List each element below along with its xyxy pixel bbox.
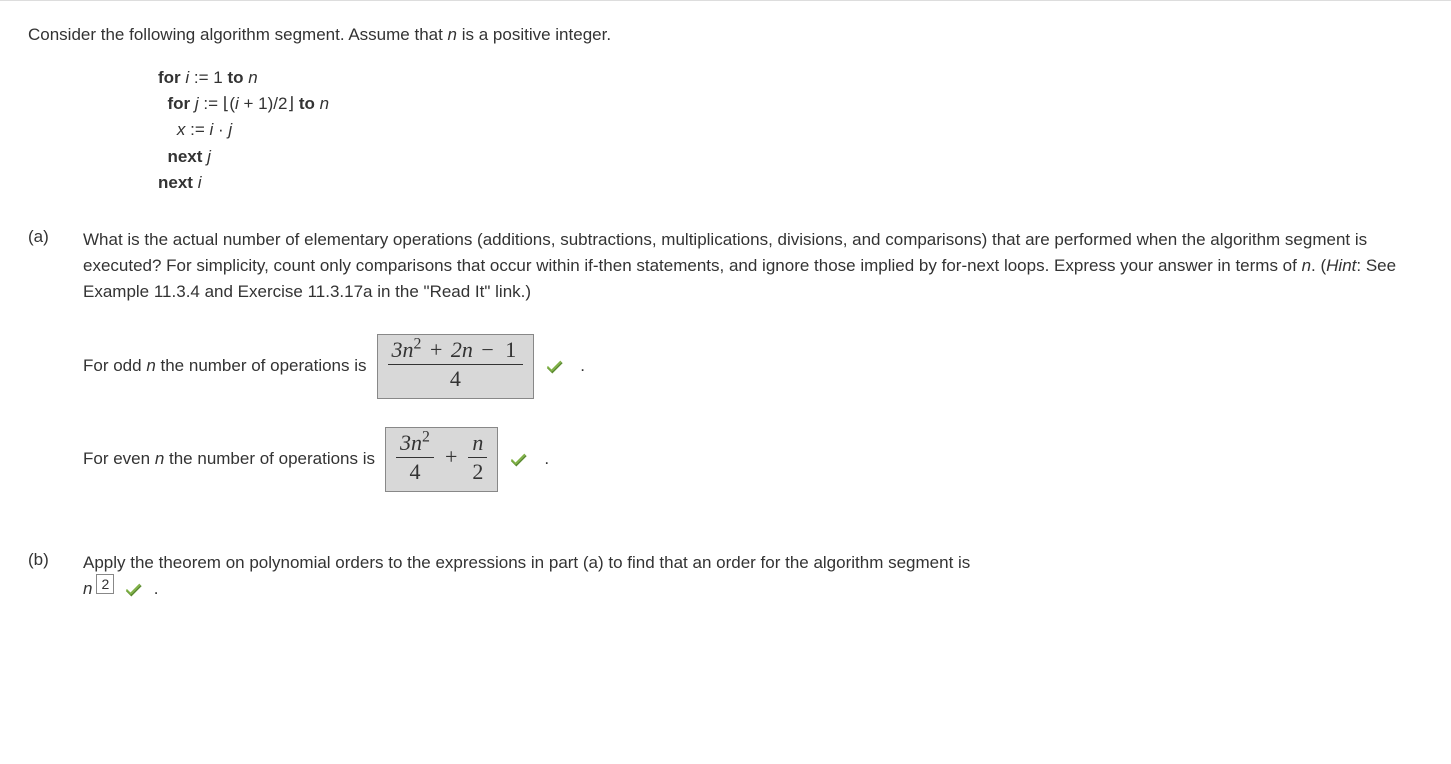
part-b-text: Apply the theorem on polynomial orders t… — [83, 553, 970, 572]
algo-line-3: x := i · j — [158, 117, 1423, 143]
check-icon — [508, 449, 528, 469]
intro-n: n — [448, 25, 457, 44]
algo-line-2: for j := ⌊(i + 1)/2⌋ to n — [158, 91, 1423, 117]
period: . — [580, 353, 585, 379]
part-a-label: (a) — [28, 227, 83, 247]
part-b-answer: n2 — [83, 576, 114, 602]
check-icon — [544, 356, 564, 376]
odd-fraction: 3n2 + 2n − 1 4 — [388, 339, 524, 390]
exponent-input[interactable]: 2 — [96, 574, 114, 594]
part-a-body: What is the actual number of elementary … — [83, 227, 1423, 510]
period: . — [154, 579, 159, 598]
algorithm-block: for i := 1 to n for j := ⌊(i + 1)/2⌋ to … — [158, 65, 1423, 197]
period: . — [544, 446, 549, 472]
algo-line-1: for i := 1 to n — [158, 65, 1423, 91]
part-a: (a) What is the actual number of element… — [28, 227, 1423, 510]
even-answer-box[interactable]: 3n2 4 + n 2 — [385, 427, 498, 492]
even-answer-row: For even n the number of operations is 3… — [83, 427, 1423, 492]
part-b: (b) Apply the theorem on polynomial orde… — [28, 550, 1423, 603]
check-icon — [123, 579, 143, 599]
intro-after: is a positive integer. — [457, 25, 611, 44]
part-a-question-1: What is the actual number of elementary … — [83, 230, 1367, 275]
odd-answer-box[interactable]: 3n2 + 2n − 1 4 — [377, 334, 535, 399]
intro-text: Consider the following algorithm segment… — [28, 23, 1423, 47]
part-b-label: (b) — [28, 550, 83, 570]
part-b-body: Apply the theorem on polynomial orders t… — [83, 550, 1423, 603]
algo-line-5: next i — [158, 170, 1423, 196]
intro-before: Consider the following algorithm segment… — [28, 25, 448, 44]
even-expression: 3n2 4 + n 2 — [396, 432, 487, 483]
odd-prefix: For odd n the number of operations is — [83, 353, 367, 379]
question-container: Consider the following algorithm segment… — [0, 0, 1451, 642]
even-prefix: For even n the number of operations is — [83, 446, 375, 472]
algo-line-4: next j — [158, 144, 1423, 170]
odd-answer-row: For odd n the number of operations is 3n… — [83, 334, 1423, 399]
